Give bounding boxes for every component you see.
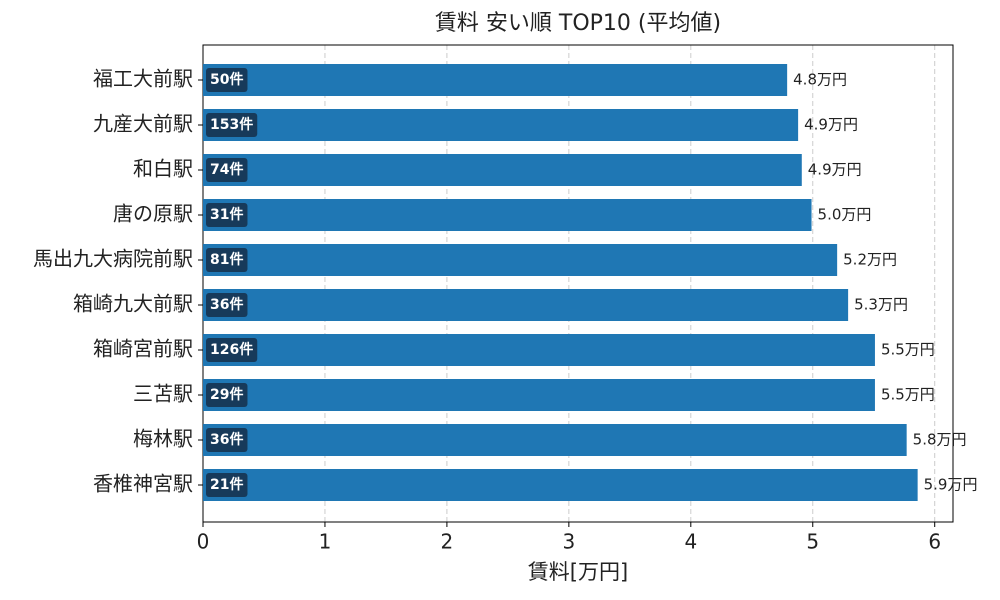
value-label: 5.5万円 <box>881 341 935 359</box>
y-tick-label: 唐の原駅 <box>113 202 193 226</box>
value-label: 5.3万円 <box>854 296 908 314</box>
y-tick-label: 箱崎九大前駅 <box>73 292 193 316</box>
y-tick-label: 梅林駅 <box>133 427 193 451</box>
count-badge <box>206 473 248 497</box>
count-label: 29件 <box>210 386 243 403</box>
bar <box>203 64 788 96</box>
count-label: 153件 <box>210 116 253 133</box>
plot-frame <box>202 44 954 523</box>
value-label: 5.5万円 <box>881 386 935 404</box>
count-label: 36件 <box>210 296 243 313</box>
bar <box>203 154 802 186</box>
count-badge <box>206 293 248 317</box>
value-label: 5.9万円 <box>924 476 978 494</box>
y-tick-label: 馬出九大病院前駅 <box>33 247 193 271</box>
count-label: 36件 <box>210 431 243 448</box>
bar <box>203 424 907 456</box>
count-badge <box>206 428 248 452</box>
count-label: 126件 <box>210 341 253 358</box>
x-tick-label: 3 <box>562 530 575 554</box>
value-label: 5.0万円 <box>818 206 872 224</box>
x-tick-label: 5 <box>806 530 819 554</box>
count-badge <box>206 203 248 227</box>
bar <box>203 379 875 411</box>
count-label: 31件 <box>210 206 243 223</box>
y-tick-label: 九産大前駅 <box>93 112 193 136</box>
count-badge <box>206 158 248 182</box>
x-tick-label: 2 <box>441 530 454 554</box>
value-label: 4.8万円 <box>793 71 847 89</box>
value-label: 5.2万円 <box>843 251 897 269</box>
count-badge <box>206 68 248 92</box>
y-tick-label: 福工大前駅 <box>93 67 193 91</box>
x-tick-label: 1 <box>319 530 332 554</box>
bar <box>203 289 849 321</box>
count-badge <box>206 113 258 137</box>
value-label: 5.8万円 <box>913 431 967 449</box>
count-badge <box>206 248 248 272</box>
bar <box>203 199 812 231</box>
chart-title: 賃料 安い順 TOP10 (平均値) <box>435 11 721 36</box>
bar <box>203 244 838 276</box>
x-tick-label: 6 <box>928 530 941 554</box>
value-label: 4.9万円 <box>804 116 858 134</box>
count-badge <box>206 338 258 362</box>
count-label: 21件 <box>210 476 243 493</box>
count-badge <box>206 383 248 407</box>
y-tick-label: 箱崎宮前駅 <box>93 337 193 361</box>
y-tick-label: 三苫駅 <box>133 382 193 406</box>
value-label: 4.9万円 <box>808 161 862 179</box>
x-axis-label: 賃料[万円] <box>528 560 628 584</box>
count-label: 50件 <box>210 71 243 88</box>
count-label: 74件 <box>210 161 243 178</box>
bar <box>203 334 875 366</box>
x-tick-label: 0 <box>197 530 210 554</box>
bar <box>203 109 799 141</box>
bar <box>203 469 918 501</box>
count-label: 81件 <box>210 251 243 268</box>
x-tick-label: 4 <box>684 530 697 554</box>
y-tick-label: 和白駅 <box>133 157 193 181</box>
y-tick-label: 香椎神宮駅 <box>93 472 193 496</box>
